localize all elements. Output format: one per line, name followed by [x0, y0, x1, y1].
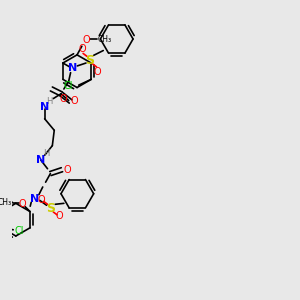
Text: Cl: Cl [14, 226, 24, 236]
Text: O: O [78, 44, 86, 54]
Text: O: O [38, 196, 46, 206]
Text: CH₃: CH₃ [0, 198, 12, 207]
Text: O: O [64, 165, 71, 175]
Text: O: O [94, 67, 101, 77]
Text: H: H [44, 149, 50, 158]
Text: N: N [36, 155, 45, 165]
Text: Cl: Cl [63, 81, 73, 91]
Text: O: O [70, 97, 78, 106]
Text: N: N [30, 194, 40, 203]
Text: O: O [55, 211, 63, 221]
Text: N: N [68, 63, 77, 73]
Text: S: S [46, 202, 55, 214]
Text: H: H [46, 97, 52, 106]
Text: O: O [19, 199, 26, 209]
Text: CH₃: CH₃ [98, 35, 112, 44]
Text: O: O [59, 94, 67, 103]
Text: N: N [40, 102, 49, 112]
Text: S: S [85, 54, 94, 67]
Text: O: O [83, 35, 91, 45]
